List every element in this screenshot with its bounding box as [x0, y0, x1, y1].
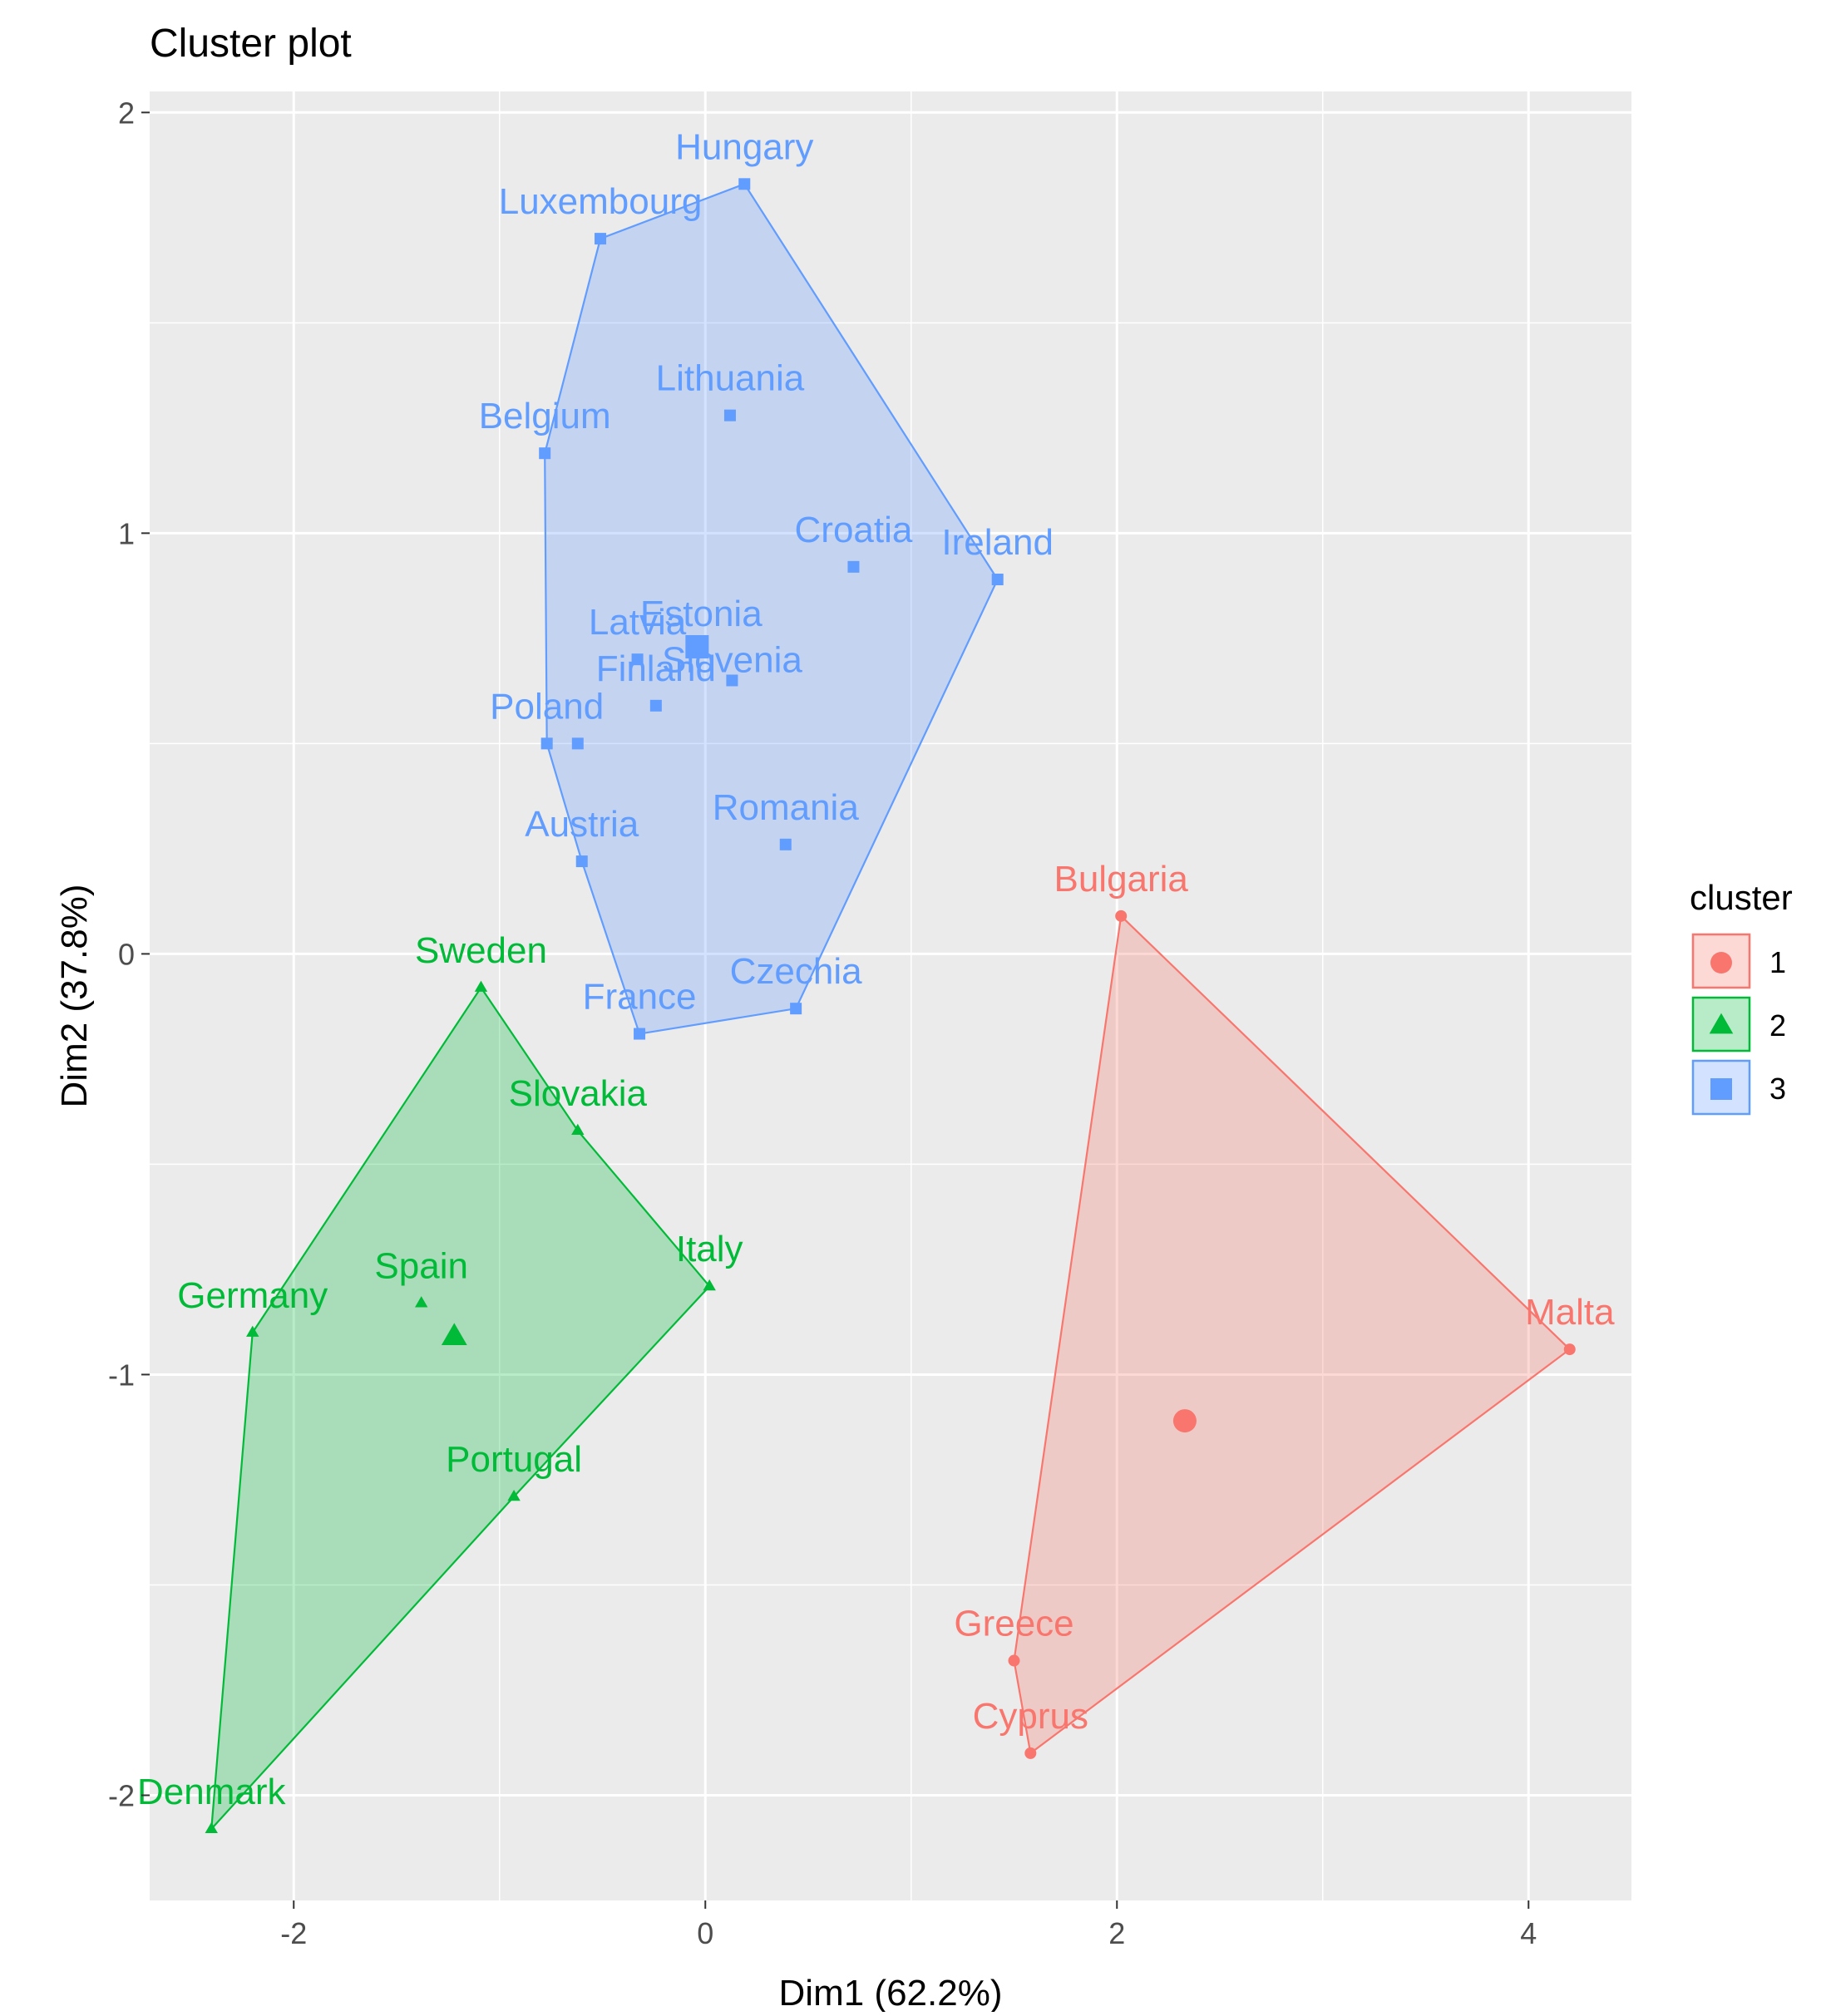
x-tick-label: 0 — [697, 1916, 713, 1950]
cluster-points — [205, 178, 1576, 1834]
point-croatia — [847, 560, 860, 573]
label-hungary: Hungary — [675, 126, 813, 167]
cluster-1-centroid — [1172, 1409, 1197, 1433]
y-tick-label: 0 — [118, 937, 135, 971]
label-cyprus: Cyprus — [973, 1696, 1088, 1737]
legend-key-2 — [1691, 996, 1751, 1052]
label-portugal: Portugal — [446, 1439, 582, 1480]
point-denmark — [205, 1821, 218, 1834]
point-cyprus — [1024, 1747, 1037, 1759]
y-tick-label: 1 — [118, 516, 135, 550]
grid-lines — [150, 91, 1631, 1900]
label-slovenia: Slovenia — [662, 639, 802, 680]
label-italy: Italy — [676, 1229, 743, 1269]
label-spain: Spain — [374, 1245, 468, 1286]
y-axis-title: Dim2 (37.8%) — [54, 885, 95, 1108]
point-austria — [575, 855, 588, 868]
axes: -2 0 2 4 -2 -1 0 1 2 — [108, 96, 1537, 1950]
x-axis-title: Dim1 (62.2%) — [779, 1973, 1003, 2012]
label-luxembourg: Luxembourg — [499, 181, 703, 222]
label-bulgaria: Bulgaria — [1054, 859, 1188, 900]
label-latvia: Latvia — [589, 602, 687, 643]
point-poland2 — [571, 737, 584, 750]
legend-marker-1 — [1710, 952, 1732, 973]
point-poland — [540, 737, 553, 750]
label-estonia: Estonia — [640, 594, 763, 634]
point-finland — [649, 699, 662, 712]
label-poland: Poland — [490, 686, 604, 727]
y-tick-label: 2 — [118, 96, 135, 130]
label-finland: Finland — [596, 648, 716, 689]
legend-key-1 — [1691, 933, 1751, 989]
label-slovakia: Slovakia — [509, 1073, 648, 1114]
chart-title: Cluster plot — [150, 22, 352, 66]
point-spain — [415, 1296, 428, 1308]
point-france — [634, 1028, 646, 1040]
label-lithuania: Lithuania — [656, 358, 805, 399]
point-belgium — [539, 447, 551, 460]
label-austria: Austria — [525, 804, 639, 845]
label-croatia: Croatia — [795, 510, 913, 550]
point-slovakia — [571, 1123, 585, 1135]
label-sweden: Sweden — [415, 930, 547, 971]
legend-title: cluster — [1690, 878, 1793, 917]
point-greece — [1008, 1654, 1020, 1667]
point-germany — [246, 1325, 259, 1337]
y-tick-label: -2 — [108, 1778, 135, 1812]
label-france: France — [583, 977, 697, 1018]
point-czechia — [790, 1003, 802, 1015]
label-greece: Greece — [954, 1604, 1073, 1644]
label-malta: Malta — [1525, 1292, 1615, 1333]
point-slovenia — [726, 674, 738, 687]
point-labels: Bulgaria Malta Greece Cyprus Sweden Slovakia I… — [137, 126, 1615, 1812]
x-tick-label: 2 — [1108, 1916, 1125, 1950]
point-malta — [1563, 1343, 1576, 1356]
plot-panel — [150, 91, 1631, 1900]
legend-label-2: 2 — [1769, 1008, 1786, 1043]
point-sweden — [474, 980, 488, 992]
label-belgium: Belgium — [479, 396, 611, 436]
legend-label-3: 3 — [1769, 1072, 1786, 1106]
x-tick-label: 4 — [1520, 1916, 1537, 1950]
legend: cluster 1 2 3 — [1690, 878, 1793, 1116]
cluster-3-centroid — [685, 634, 709, 658]
point-romania — [779, 838, 792, 850]
label-germany: Germany — [177, 1275, 328, 1316]
point-ireland — [991, 574, 1004, 586]
x-tick-label: -2 — [280, 1916, 307, 1950]
point-italy — [703, 1279, 716, 1291]
label-ireland: Ireland — [941, 522, 1054, 563]
legend-label-1: 1 — [1769, 945, 1786, 979]
cluster-2-centroid — [441, 1323, 467, 1346]
legend-marker-3 — [1710, 1078, 1732, 1100]
legend-marker-2 — [1709, 1013, 1734, 1034]
label-denmark: Denmark — [137, 1772, 286, 1812]
point-lithuania — [723, 409, 736, 421]
point-latvia — [631, 653, 644, 666]
label-romania: Romania — [713, 787, 860, 828]
y-tick-label: -1 — [108, 1358, 135, 1392]
point-portugal — [507, 1489, 521, 1501]
point-luxembourg — [595, 233, 607, 245]
point-bulgaria — [1115, 909, 1128, 922]
label-czechia: Czechia — [730, 951, 862, 992]
point-hungary — [738, 178, 751, 190]
